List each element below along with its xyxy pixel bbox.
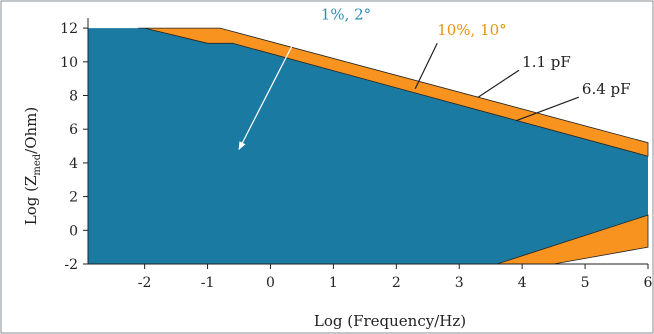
y-tick-label: -2 <box>64 257 78 273</box>
x-tick-label: 0 <box>266 275 275 291</box>
x-tick-label: -2 <box>138 275 152 291</box>
y-tick-label: 12 <box>60 21 78 37</box>
x-tick-label: 4 <box>518 275 527 291</box>
annotations: 1%, 2° 10%, 10° 1.1 pF 6.4 pF <box>238 6 631 151</box>
y-axis-title: Log (Zmed/Ohm) <box>22 107 43 226</box>
annotation-leader-1 <box>238 26 303 151</box>
y-tick-label: 8 <box>69 89 78 105</box>
annotation-leader-2 <box>414 43 438 90</box>
x-axis-title: Log (Frequency/Hz) <box>314 312 466 330</box>
x-tick-label: 6 <box>644 275 653 291</box>
annotation-label-3: 1.1 pF <box>522 53 571 71</box>
annotation-leader-3 <box>477 69 520 98</box>
x-tick-label: -1 <box>201 275 215 291</box>
y-axis-title-subscript: med <box>32 153 43 175</box>
annotation-label-2: 10%, 10° <box>437 21 506 39</box>
series-1pct-2deg-region <box>88 28 648 264</box>
y-tick-label: 4 <box>69 156 78 172</box>
y-tick-label: 0 <box>69 223 78 239</box>
y-tick-label: 6 <box>69 122 78 138</box>
annotation-leader-4 <box>515 96 579 122</box>
plot-area <box>88 27 649 265</box>
y-axis-title-end: /Ohm) <box>22 107 40 154</box>
x-tick-label: 2 <box>392 275 401 291</box>
x-tick-label: 1 <box>329 275 338 291</box>
y-tick-label: 2 <box>69 190 78 206</box>
y-tick-label: 10 <box>60 55 78 71</box>
x-tick-label: 3 <box>455 275 464 291</box>
annotation-label-4: 6.4 pF <box>582 80 631 98</box>
y-axis-title-main: Log (Z <box>22 176 40 226</box>
x-tick-label: 5 <box>581 275 590 291</box>
annotation-label-1: 1%, 2° <box>321 6 371 24</box>
